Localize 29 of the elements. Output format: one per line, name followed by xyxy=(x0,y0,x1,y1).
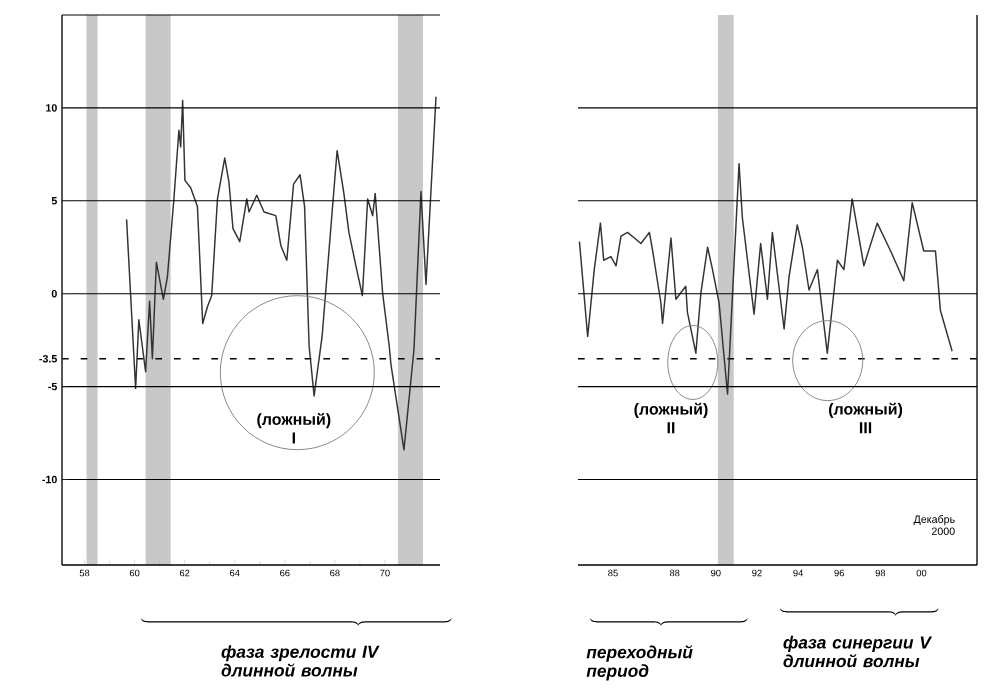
x-tick-label: 70 xyxy=(380,569,390,577)
annotation: (ложный) III xyxy=(829,402,903,434)
text: фаза зрелости IV длинной волны xyxy=(221,645,380,677)
annotation: (ложный) II xyxy=(634,402,708,434)
x-tick-label: 58 xyxy=(79,569,90,577)
line-series xyxy=(125,96,437,451)
y-tick-label: 5 xyxy=(51,197,57,205)
x-tick-label: 64 xyxy=(230,569,240,577)
annotation: Декабрь 2000 xyxy=(913,515,955,536)
x-tick-label: 92 xyxy=(752,569,762,577)
y-tick-label: 10 xyxy=(46,104,57,112)
x-tick-label: 98 xyxy=(875,569,886,577)
x-tick-label: 94 xyxy=(793,569,803,577)
x-tick-label: 60 xyxy=(129,569,140,577)
x-tick-label: 62 xyxy=(179,569,190,577)
y-tick-label: 0 xyxy=(51,289,57,298)
text: фаза синергии V длинной волны xyxy=(783,635,933,668)
x-tick-label: 66 xyxy=(280,569,290,577)
y-tick-label: -5 xyxy=(48,382,57,391)
annotation: (ложный) I xyxy=(257,412,331,444)
x-tick-label: 68 xyxy=(330,569,340,577)
y-tick-label: -3.5 xyxy=(39,354,57,363)
y-tick-label: -10 xyxy=(42,475,57,484)
x-tick-label: 00 xyxy=(916,569,927,577)
x-tick-label: 88 xyxy=(669,569,680,577)
x-tick-label: 96 xyxy=(834,569,844,577)
x-tick-label: 85 xyxy=(608,569,618,577)
text: переходный период xyxy=(586,645,693,681)
x-tick-label: 90 xyxy=(711,569,721,577)
